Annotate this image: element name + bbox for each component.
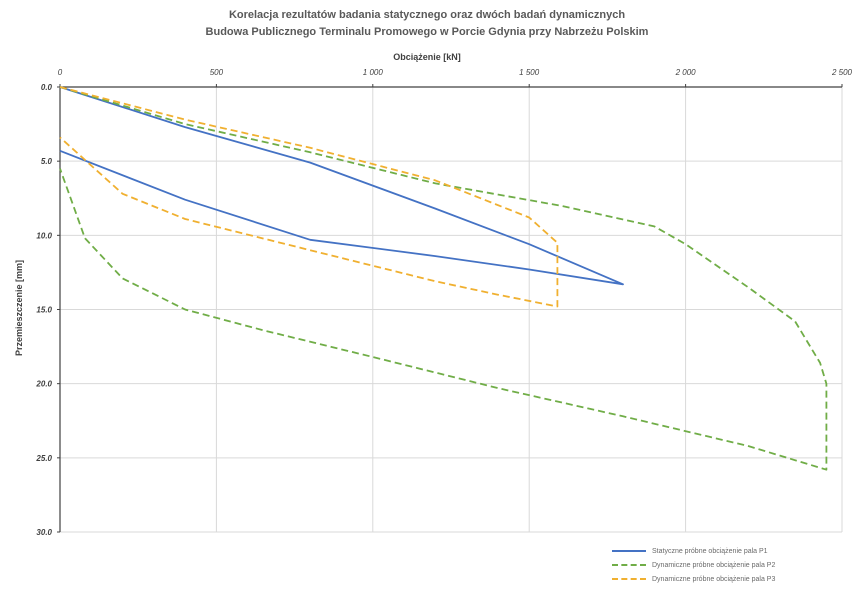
- legend-item-3: Dynamiczne próbne obciążenie pala P3: [612, 572, 850, 586]
- series-line-3: [59, 86, 559, 308]
- legend-swatch: [612, 578, 646, 580]
- legend-label: Statyczne próbne obciążenie pala P1: [652, 547, 768, 555]
- y-tick-label: 30.0: [36, 528, 52, 537]
- y-tick-label: 5.0: [41, 157, 53, 166]
- x-tick-label: 1 000: [363, 68, 384, 77]
- x-tick-label: 0: [58, 68, 63, 77]
- legend-label: Dynamiczne próbne obciążenie pala P2: [652, 561, 776, 569]
- y-tick-label: 10.0: [36, 231, 52, 240]
- y-tick-label: 25.0: [35, 454, 52, 463]
- legend-swatch: [612, 550, 646, 552]
- legend-item-2: Dynamiczne próbne obciążenie pala P2: [612, 558, 850, 572]
- legend-swatch: [612, 564, 646, 566]
- chart-title: Korelacja rezultatów badania statycznego…: [228, 9, 626, 21]
- x-axis-label: Obciążenie [kN]: [393, 52, 461, 62]
- x-tick-label: 1 500: [519, 68, 540, 77]
- y-tick-label: 15.0: [36, 306, 52, 315]
- y-tick-label: 0.0: [41, 83, 53, 92]
- x-tick-label: 500: [210, 68, 224, 77]
- y-tick-label: 20.0: [35, 380, 52, 389]
- legend-label: Dynamiczne próbne obciążenie pala P3: [652, 575, 776, 583]
- chart-legend: Statyczne próbne obciążenie pala P1 Dynam…: [612, 544, 850, 586]
- series-line-2: [59, 86, 828, 471]
- series-line-1: [59, 86, 624, 286]
- x-tick-label: 2 500: [831, 68, 853, 77]
- legend-item-1: Statyczne próbne obciążenie pala P1: [612, 544, 850, 558]
- chart-subtitle: Budowa Publicznego Terminalu Promowego w…: [205, 26, 649, 38]
- x-tick-label: 2 000: [675, 68, 697, 77]
